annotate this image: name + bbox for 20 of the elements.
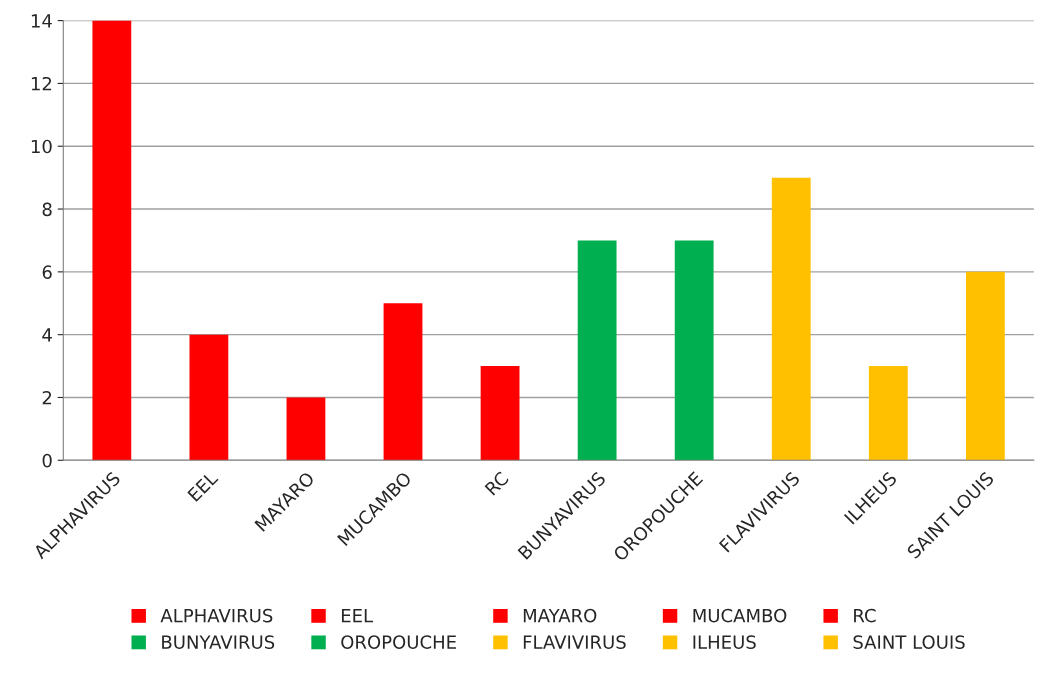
legend-label: OROPOUCHE [341,635,456,649]
legend-label: SAINT LOUIS [853,635,965,649]
legend-label: BUNYAVIRUS [162,635,275,649]
legend-label: MAYARO [523,608,597,623]
legend-label: MUCAMBO [693,608,787,623]
legend-label: ILHEUS [693,635,756,649]
legend-label: FLAVIVIRUS [523,635,626,649]
y-tick-label: 0 [42,453,52,468]
y-tick-label: 8 [42,202,52,217]
legend-label: ALPHAVIRUS [160,608,273,623]
y-tick-label: 6 [42,265,52,279]
legend-label: RC [854,608,876,623]
y-tick-label: 2 [42,390,52,405]
y-tick-label: 12 [31,76,52,91]
y-tick-label: 4 [42,328,52,342]
x-tick-label: RC [484,470,510,496]
x-tick-label: EEL [187,470,219,502]
y-tick-label: 14 [31,14,52,28]
y-tick-label: 10 [31,139,52,154]
legend-label: EEL [341,609,373,623]
